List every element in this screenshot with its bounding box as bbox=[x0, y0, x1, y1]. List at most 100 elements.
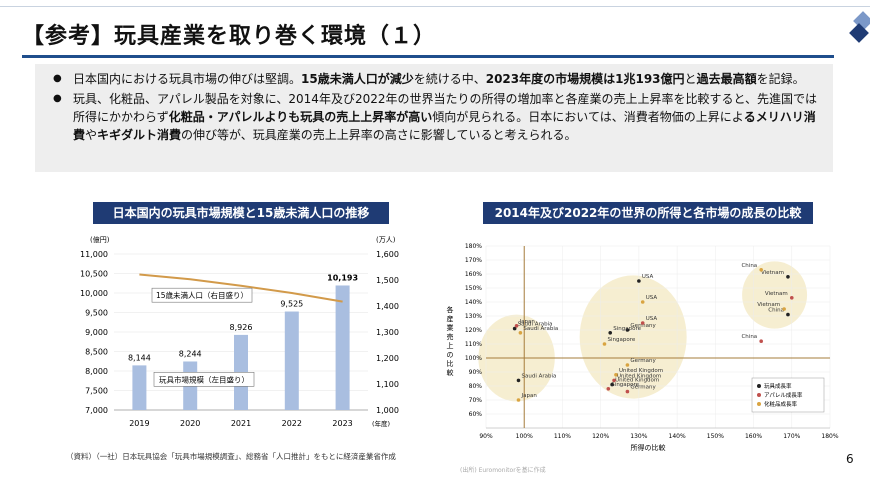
scatter-point bbox=[625, 389, 630, 394]
title-underline bbox=[22, 55, 834, 58]
y-tick-label: 180% bbox=[465, 243, 482, 250]
y-tick-label: 150% bbox=[465, 285, 482, 292]
scatter-point bbox=[614, 373, 618, 377]
x-tick-label: 2020 bbox=[180, 419, 200, 428]
bullet-bold-run: 2023年度の市場規模は1兆193億円 bbox=[485, 72, 685, 86]
point-label: Vietnam bbox=[765, 291, 788, 297]
point-label: USA bbox=[646, 316, 658, 322]
scatter-point bbox=[625, 363, 630, 367]
bar bbox=[132, 365, 147, 410]
scatter-point bbox=[518, 331, 523, 335]
right-tick-label: 1,300 bbox=[376, 328, 399, 337]
right-axis-unit: (万人) bbox=[376, 236, 396, 244]
y-tick-label: 140% bbox=[465, 299, 482, 306]
bullet-2: ● 玩具、化粧品、アパレル製品を対象に、2014年及び2022年の世界当たりの所… bbox=[49, 90, 819, 144]
bar-value-label: 10,193 bbox=[327, 273, 358, 282]
bar-series-name: 玩具市場規模（左目盛り） bbox=[159, 374, 249, 384]
y-tick-label: 130% bbox=[465, 313, 482, 320]
y-tick-label: 170% bbox=[465, 257, 482, 264]
left-tick-label: 10,000 bbox=[80, 289, 108, 298]
market-size-chart: (億円) (万人) 7,000 7,500 8,000 8,500 9,000 9,500 10… bbox=[80, 235, 399, 428]
scatter-point bbox=[608, 331, 613, 335]
left-tick-label: 10,500 bbox=[80, 270, 108, 279]
bullet-run: と bbox=[684, 72, 697, 86]
page-number: 6 bbox=[846, 452, 854, 466]
bullet-1-text: 日本国内における玩具市場の伸びは堅調。15歳未満人口が減少を続ける中、2023年… bbox=[73, 72, 805, 86]
left-tick-label: 9,000 bbox=[85, 328, 108, 337]
x-axis-unit: (年度) bbox=[372, 419, 390, 428]
point-label: Germany bbox=[630, 323, 656, 329]
scatter-point bbox=[516, 378, 521, 383]
x-tick-label: 180% bbox=[821, 433, 838, 440]
left-axis-unit: (億円) bbox=[90, 235, 110, 244]
y-axis-label-char: の bbox=[447, 351, 454, 359]
point-label: China bbox=[741, 334, 757, 340]
x-axis-label: 所得の比較 bbox=[631, 443, 666, 452]
bullet-bold-run: 15歳未満人口が減少 bbox=[301, 72, 414, 86]
legend-box bbox=[751, 377, 825, 413]
y-axis-label-char: 較 bbox=[447, 368, 454, 377]
point-label: Saudi Arabia bbox=[518, 322, 553, 328]
right-tick-label: 1,100 bbox=[376, 380, 399, 389]
point-label: China bbox=[741, 263, 757, 269]
bullet-bold-run: 過去最高額 bbox=[696, 72, 757, 86]
x-tick-label: 2021 bbox=[231, 419, 251, 428]
income-growth-chart: 60% 70% 80% 90% 100% 110% 120% 130% 140% 150% 160%… bbox=[447, 243, 839, 452]
x-tick-label: 170% bbox=[783, 433, 800, 440]
x-tick-label: 2022 bbox=[282, 419, 302, 428]
scatter-point bbox=[606, 387, 611, 391]
corner-decoration bbox=[849, 11, 870, 44]
point-label: Japan bbox=[520, 393, 537, 399]
bullet-run: 日本国内における玩具市場の伸びは堅調。 bbox=[73, 72, 302, 86]
cluster-highlight bbox=[742, 261, 808, 329]
bullet-1: ● 日本国内における玩具市場の伸びは堅調。15歳未満人口が減少を続ける中、202… bbox=[49, 70, 819, 88]
y-tick-label: 90% bbox=[469, 369, 483, 376]
scatter-point bbox=[786, 312, 790, 317]
point-label: Japan bbox=[519, 319, 536, 325]
left-chart-title: 日本国内の玩具市場規模と15歳未満人口の推移 bbox=[93, 202, 389, 224]
point-label: Germany bbox=[630, 358, 656, 364]
y-tick-label: 160% bbox=[465, 271, 482, 278]
right-chart-title: 2014年及び2022年の世界の所得と各市場の成長の比較 bbox=[483, 202, 813, 224]
x-tick-label: 130% bbox=[630, 433, 647, 440]
y-tick-label: 120% bbox=[465, 327, 482, 334]
scatter-point bbox=[514, 324, 519, 328]
bar-value-label: 8,144 bbox=[128, 353, 151, 362]
scatter-point bbox=[786, 275, 790, 279]
point-label: United Kingdom bbox=[617, 373, 661, 379]
bullet-run: 玩具、化粧品、アパレル製品を対象に、2014年及び2022年の世界当たりの所得の… bbox=[73, 92, 818, 124]
point-label: China bbox=[768, 308, 784, 314]
legend-entry: 玩具成長率 bbox=[764, 382, 792, 390]
slide-title: 【参考】玩具産業を取り巻く環境（１） bbox=[22, 24, 437, 49]
left-tick-label: 7,000 bbox=[85, 406, 108, 415]
bar-value-label: 8,244 bbox=[179, 349, 202, 358]
bullet-2-text: 玩具、化粧品、アパレル製品を対象に、2014年及び2022年の世界当たりの所得の… bbox=[73, 92, 817, 142]
point-label: Vietnam bbox=[757, 302, 780, 308]
scatter-point bbox=[516, 398, 521, 402]
scatter-point bbox=[637, 279, 641, 283]
bullet-bold-run: 化粧品・アパレルよりも玩具の売上上昇率が高い bbox=[168, 110, 433, 124]
bar-value-label: 8,926 bbox=[230, 323, 253, 332]
top-rule bbox=[0, 6, 870, 7]
population-line bbox=[139, 273, 343, 303]
x-tick-label: 110% bbox=[554, 433, 571, 440]
point-label: Vietnam bbox=[761, 270, 784, 276]
point-label: USA bbox=[642, 274, 654, 280]
point-label: USA bbox=[646, 295, 658, 301]
y-axis-label-char: 各 bbox=[447, 305, 454, 314]
bullet-run: の伸び等が、玩具産業の売上上昇率の高さに影響していると考えられる。 bbox=[181, 128, 577, 142]
line-series-name: 15歳未満人口（右目盛り） bbox=[156, 290, 248, 300]
x-tick-label: 150% bbox=[707, 433, 724, 440]
x-tick-label: 140% bbox=[669, 433, 686, 440]
scatter-point bbox=[640, 321, 645, 325]
point-label: Saudi Arabia bbox=[523, 326, 558, 332]
point-label: Singapore bbox=[611, 382, 639, 388]
scatter-point bbox=[610, 382, 614, 387]
bar-value-label: 9,525 bbox=[280, 300, 303, 309]
x-tick-label: 90% bbox=[479, 433, 493, 440]
scatter-point bbox=[612, 378, 616, 383]
legend-marker bbox=[757, 393, 761, 397]
left-tick-label: 8,000 bbox=[85, 367, 108, 376]
y-axis-label-char: 比 bbox=[447, 359, 454, 368]
point-label: United Kingdom bbox=[615, 378, 659, 384]
